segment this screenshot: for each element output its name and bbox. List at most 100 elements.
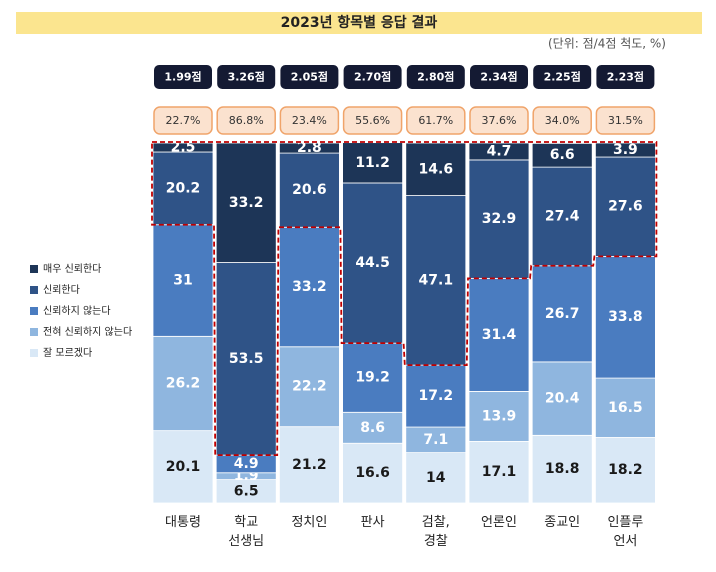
score-label: 1.99점 bbox=[164, 70, 201, 84]
score-label: 2.34점 bbox=[480, 70, 517, 84]
chart-title: 2023년 항목별 응답 결과 bbox=[281, 14, 438, 31]
legend-label: 잘 모르겠다 bbox=[43, 347, 92, 359]
x-tick-label: 정치인 bbox=[291, 515, 327, 530]
value-label: 18.8 bbox=[545, 461, 580, 477]
value-label: 21.2 bbox=[292, 457, 327, 473]
value-label: 33.2 bbox=[292, 279, 327, 295]
value-label: 27.4 bbox=[545, 208, 580, 224]
value-label: 7.1 bbox=[423, 432, 448, 448]
value-label: 14 bbox=[426, 470, 446, 486]
score-label: 2.70점 bbox=[354, 70, 391, 84]
bar-segment bbox=[595, 255, 656, 379]
score-box bbox=[406, 65, 465, 89]
score-box bbox=[217, 65, 276, 89]
value-label: 16.6 bbox=[355, 465, 390, 481]
bar-segment bbox=[468, 277, 530, 392]
value-label: 26.7 bbox=[545, 306, 580, 322]
positive-box bbox=[342, 106, 403, 135]
bar-segment bbox=[342, 342, 404, 413]
x-tick-label: 판사 bbox=[361, 515, 385, 530]
value-label: 4.7 bbox=[487, 143, 512, 159]
bar-segment bbox=[468, 142, 530, 161]
legend-swatch bbox=[30, 307, 38, 315]
x-tick-label: 검찰, 경찰 bbox=[422, 515, 450, 549]
score-label: 3.26점 bbox=[228, 70, 265, 84]
bar-segment bbox=[152, 335, 214, 432]
legend-swatch bbox=[30, 265, 38, 273]
bar-segment bbox=[468, 390, 530, 442]
bar-segment bbox=[531, 265, 593, 363]
positive-box bbox=[469, 106, 529, 135]
bar-segment bbox=[531, 166, 593, 267]
value-label: 17.1 bbox=[482, 464, 517, 480]
bar-segment bbox=[405, 426, 467, 454]
value-label: 33.8 bbox=[608, 309, 643, 325]
bar-segment bbox=[215, 262, 277, 456]
bar-segment bbox=[342, 142, 404, 184]
value-label: 31.4 bbox=[482, 327, 517, 343]
bar-segment bbox=[595, 377, 656, 438]
positive-label: 37.6% bbox=[482, 114, 517, 127]
score-label: 2.25점 bbox=[544, 70, 581, 84]
positive-label: 34.0% bbox=[545, 114, 580, 127]
x-tick-label: 학교 선생님 bbox=[228, 515, 264, 549]
value-label: 6.6 bbox=[550, 147, 575, 163]
positive-box bbox=[153, 106, 213, 135]
legend-label: 전혀 신뢰하지 않는다 bbox=[43, 325, 132, 338]
score-label: 2.23점 bbox=[607, 70, 644, 84]
score-box bbox=[154, 65, 212, 89]
value-label: 53.5 bbox=[229, 351, 264, 367]
value-label: 13.9 bbox=[482, 408, 517, 424]
value-label: 27.6 bbox=[608, 199, 643, 215]
positive-label: 31.5% bbox=[608, 114, 643, 127]
x-tick-label: 종교인 bbox=[544, 515, 580, 530]
bar-segment bbox=[595, 142, 656, 158]
value-label: 47.1 bbox=[419, 272, 454, 288]
value-label: 19.2 bbox=[355, 370, 390, 386]
legend-swatch bbox=[30, 328, 38, 336]
legend-label: 매우 신뢰한다 bbox=[43, 263, 101, 275]
bar-segment bbox=[405, 195, 467, 366]
legend-swatch bbox=[30, 349, 38, 357]
legend-swatch bbox=[30, 286, 38, 294]
value-label: 14.6 bbox=[419, 161, 454, 177]
value-label: 16.5 bbox=[608, 400, 643, 416]
positive-label: 55.6% bbox=[355, 114, 390, 127]
value-label: 11.2 bbox=[355, 155, 390, 171]
x-tick-label: 인플루 언서 bbox=[607, 515, 643, 549]
x-tick-label: 대통령 bbox=[165, 515, 201, 530]
positive-box bbox=[532, 106, 592, 135]
legend-label: 신뢰한다 bbox=[43, 284, 80, 296]
score-box bbox=[596, 65, 655, 89]
value-label: 3.9 bbox=[613, 142, 638, 158]
value-label: 6.5 bbox=[234, 483, 259, 499]
chart-subtitle: (단위: 점/4점 척도, %) bbox=[548, 37, 666, 51]
bar-segment bbox=[531, 434, 593, 504]
bar-segment bbox=[342, 442, 404, 504]
value-label: 20.2 bbox=[166, 180, 201, 196]
score-label: 2.05점 bbox=[291, 70, 328, 84]
bar-segment bbox=[278, 226, 340, 348]
score-label: 2.80점 bbox=[417, 70, 454, 84]
positive-box bbox=[595, 106, 656, 135]
value-label: 18.2 bbox=[608, 462, 643, 478]
bar-segment bbox=[278, 426, 340, 504]
value-label: 26.2 bbox=[166, 375, 201, 391]
title-band bbox=[16, 12, 702, 34]
value-label: 44.5 bbox=[355, 255, 390, 271]
value-label: 33.2 bbox=[229, 195, 264, 211]
value-label: 2.5 bbox=[171, 140, 196, 156]
value-label: 4.9 bbox=[234, 456, 259, 472]
bar-segment bbox=[278, 142, 340, 154]
legend-label: 신뢰하지 않는다 bbox=[43, 304, 111, 317]
bar-segment bbox=[595, 437, 656, 504]
positive-label: 22.7% bbox=[166, 114, 201, 127]
bar-segment bbox=[215, 142, 277, 263]
bar-segment bbox=[152, 224, 214, 337]
value-label: 20.4 bbox=[545, 391, 580, 407]
bar-segment bbox=[342, 411, 404, 444]
positive-label: 23.4% bbox=[292, 114, 327, 127]
score-box bbox=[280, 65, 339, 89]
bar-segment bbox=[152, 151, 214, 226]
